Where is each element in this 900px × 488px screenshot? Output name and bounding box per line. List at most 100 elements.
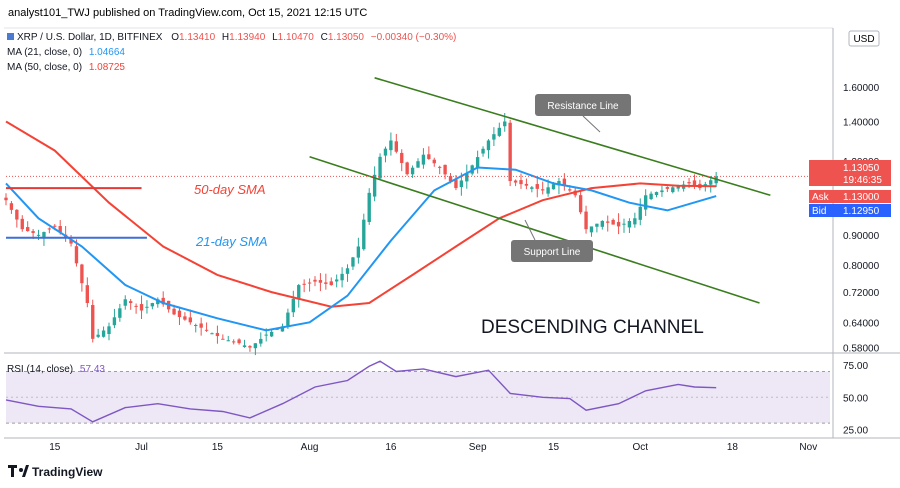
last-price-value: 1.13050 bbox=[843, 163, 880, 174]
candle-body bbox=[329, 281, 333, 286]
candle-body bbox=[204, 329, 209, 331]
candle-body bbox=[475, 157, 480, 169]
candle-body bbox=[156, 299, 160, 305]
tv-logo-slash bbox=[22, 465, 29, 477]
candle-body bbox=[4, 197, 8, 201]
candle-body bbox=[123, 299, 127, 306]
ma21-value: 1.04664 bbox=[89, 47, 126, 58]
candle-body bbox=[221, 338, 225, 340]
candle-body bbox=[85, 285, 89, 303]
candle-body bbox=[177, 310, 182, 318]
candle-body bbox=[134, 305, 138, 307]
resistance-trendline bbox=[374, 77, 771, 197]
candle-body bbox=[427, 154, 431, 159]
candle-body bbox=[562, 178, 567, 186]
sma21-annotation: 21-day SMA bbox=[195, 234, 268, 249]
currency-label: USD bbox=[853, 34, 874, 45]
candle-body bbox=[676, 185, 680, 189]
legend-h: 1.13940 bbox=[229, 32, 266, 43]
legend-symbol: XRP / U.S. Dollar, 1D, BITFINEX bbox=[17, 32, 163, 43]
candle-body bbox=[26, 227, 30, 232]
candle-body bbox=[671, 187, 675, 193]
candle-body bbox=[383, 148, 388, 156]
ask-label: Ask bbox=[812, 192, 830, 203]
rsi-value: 57.43 bbox=[80, 364, 105, 375]
candle-body bbox=[107, 326, 111, 335]
candle-body bbox=[264, 334, 268, 336]
candle-body bbox=[345, 268, 350, 274]
ma50-value: 1.08725 bbox=[89, 62, 126, 73]
rsi-tick-label: 50.00 bbox=[843, 393, 868, 404]
candle-body bbox=[600, 220, 604, 227]
ma50-line bbox=[5, 120, 717, 308]
candle-body bbox=[362, 219, 366, 250]
candle-body bbox=[638, 206, 642, 220]
time-tick-label: 15 bbox=[212, 442, 224, 453]
candle-body bbox=[438, 166, 442, 168]
resistance-pointer bbox=[582, 115, 601, 133]
candle-body bbox=[410, 167, 415, 175]
ma21-line bbox=[5, 166, 717, 332]
candle-body bbox=[654, 192, 659, 196]
candle-body bbox=[421, 154, 426, 165]
candle-body bbox=[665, 187, 670, 189]
ask-box: Ask 1.13000 bbox=[809, 190, 891, 203]
candle-body bbox=[649, 193, 653, 200]
candlesticks bbox=[4, 113, 718, 356]
time-tick-label: Oct bbox=[632, 442, 648, 453]
candle-body bbox=[622, 223, 626, 225]
candle-body bbox=[530, 187, 534, 189]
sma50-annotation: 50-day SMA bbox=[194, 182, 266, 197]
rsi-pane: 75.00 50.00 25.00 bbox=[5, 360, 868, 437]
candle-body bbox=[129, 301, 133, 304]
price-tick-label: 1.60000 bbox=[843, 83, 880, 94]
candle-body bbox=[242, 345, 247, 348]
candle-body bbox=[400, 152, 404, 163]
time-tick-label: 18 bbox=[727, 442, 739, 453]
candle-body bbox=[91, 305, 95, 339]
candle-body bbox=[644, 195, 648, 210]
candle-body bbox=[188, 317, 192, 323]
candle-body bbox=[519, 180, 523, 185]
bid-value: 1.12950 bbox=[843, 206, 880, 217]
candle-body bbox=[692, 180, 697, 186]
candle-body bbox=[199, 323, 203, 328]
candle-body bbox=[627, 220, 632, 228]
bid-box: Bid 1.12950 bbox=[809, 204, 891, 217]
candle-body bbox=[172, 308, 176, 315]
channel-title: DESCENDING CHANNEL bbox=[481, 317, 704, 338]
svg-text:MA (50, close, 0) 1.0872: MA (50, close, 0) 1.08725 bbox=[7, 62, 125, 73]
legend-o-label: O bbox=[171, 32, 179, 43]
bid-label: Bid bbox=[812, 206, 826, 217]
candle-body bbox=[161, 297, 165, 305]
candle-body bbox=[112, 317, 117, 326]
legend-change: −0.00340 (−0.30%) bbox=[371, 32, 457, 43]
price-tick-label: 0.90000 bbox=[843, 231, 880, 242]
price-tick-label: 1.40000 bbox=[843, 117, 880, 128]
candle-body bbox=[367, 192, 371, 222]
candle-body bbox=[275, 328, 279, 330]
tv-logo-dot bbox=[19, 468, 23, 472]
candle-body bbox=[324, 282, 328, 284]
candle-body bbox=[687, 182, 691, 184]
legend-c: 1.13050 bbox=[328, 32, 365, 43]
currency-selector[interactable]: USD bbox=[848, 30, 880, 47]
tv-logo-icon bbox=[8, 465, 17, 477]
time-tick-label: 15 bbox=[49, 442, 61, 453]
candle-body bbox=[302, 283, 306, 285]
candle-body bbox=[145, 306, 149, 308]
candle-body bbox=[589, 226, 594, 233]
candle-body bbox=[584, 211, 588, 230]
candle-body bbox=[578, 195, 583, 213]
candle-body bbox=[291, 298, 295, 313]
countdown-value: 19:46:35 bbox=[843, 175, 882, 186]
candle-body bbox=[394, 141, 398, 152]
legend-c-label: C bbox=[321, 32, 328, 43]
candle-body bbox=[465, 172, 469, 182]
footer-brand: TradingView bbox=[32, 465, 103, 479]
support-callout: Support Line bbox=[511, 219, 593, 262]
candle-body bbox=[448, 176, 453, 182]
candle-body bbox=[378, 156, 382, 179]
time-tick-label: 16 bbox=[385, 442, 397, 453]
